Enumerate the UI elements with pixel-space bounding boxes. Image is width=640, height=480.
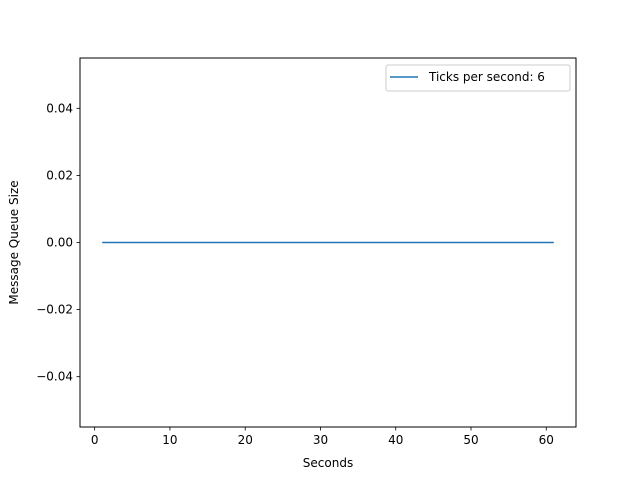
x-axis-ticks: 0 10 20 30 40 50 60 xyxy=(91,427,554,447)
plot-frame xyxy=(79,57,577,428)
x-tick-label: 40 xyxy=(388,433,403,447)
y-tick-label: 0.04 xyxy=(46,101,73,115)
x-tick-label: 60 xyxy=(539,433,554,447)
x-axis-label: Seconds xyxy=(303,456,353,470)
y-axis-ticks: −0.04 −0.02 0.00 0.02 0.04 xyxy=(36,101,80,384)
legend: Ticks per second: 6 xyxy=(385,64,571,92)
x-tick-label: 0 xyxy=(91,433,99,447)
y-axis-label: Message Queue Size xyxy=(7,180,21,304)
x-tick-label: 10 xyxy=(162,433,177,447)
x-tick-label: 50 xyxy=(463,433,478,447)
legend-box xyxy=(385,64,571,92)
y-tick-label: 0.00 xyxy=(46,236,73,250)
y-tick-label: −0.04 xyxy=(36,370,73,384)
y-tick-label: 0.02 xyxy=(46,168,73,182)
legend-label-series-1: Ticks per second: 6 xyxy=(428,70,545,84)
x-tick-label: 20 xyxy=(238,433,253,447)
x-tick-label: 30 xyxy=(313,433,328,447)
y-tick-label: −0.02 xyxy=(36,303,73,317)
